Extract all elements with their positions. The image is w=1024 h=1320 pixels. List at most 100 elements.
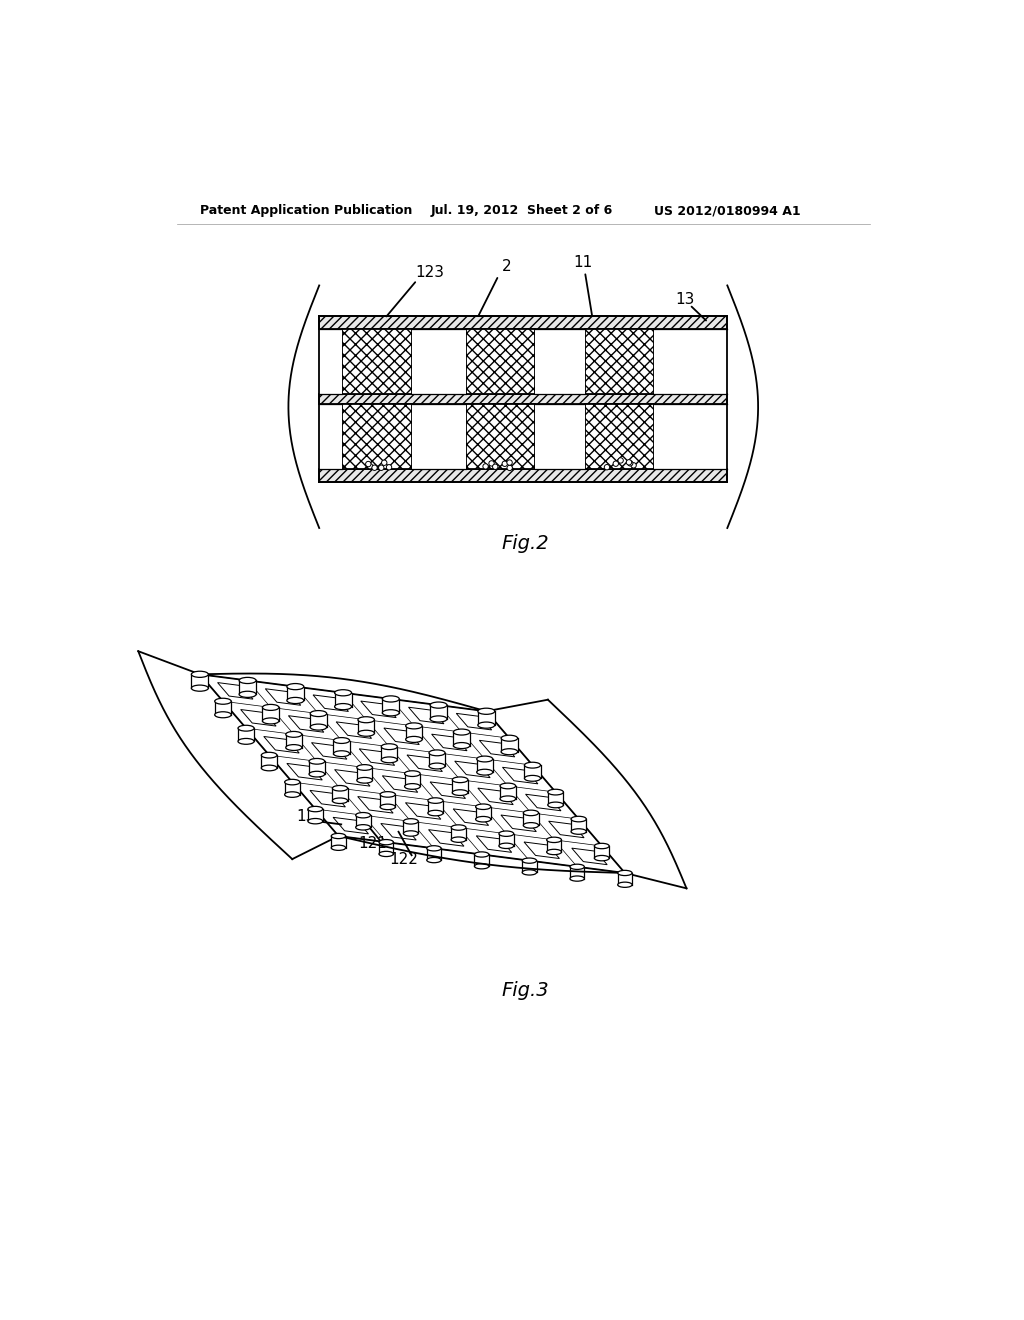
Circle shape xyxy=(627,459,632,465)
Bar xyxy=(308,809,323,821)
Circle shape xyxy=(502,461,508,466)
Bar xyxy=(430,705,447,719)
Ellipse shape xyxy=(285,792,300,797)
Ellipse shape xyxy=(477,770,493,775)
Ellipse shape xyxy=(379,840,393,845)
Ellipse shape xyxy=(286,731,302,738)
Bar xyxy=(428,800,443,813)
Ellipse shape xyxy=(335,704,351,710)
Ellipse shape xyxy=(474,851,488,857)
Polygon shape xyxy=(287,763,323,780)
Ellipse shape xyxy=(570,865,585,870)
Ellipse shape xyxy=(238,738,254,744)
Bar xyxy=(215,701,231,714)
Ellipse shape xyxy=(333,799,347,804)
Ellipse shape xyxy=(522,858,537,863)
Ellipse shape xyxy=(261,752,278,758)
Bar xyxy=(477,759,493,772)
Bar xyxy=(466,404,535,470)
Polygon shape xyxy=(313,694,348,711)
Ellipse shape xyxy=(594,843,609,849)
Ellipse shape xyxy=(475,804,490,809)
Polygon shape xyxy=(525,795,561,810)
Ellipse shape xyxy=(240,692,256,697)
Ellipse shape xyxy=(475,817,490,822)
Polygon shape xyxy=(478,788,513,805)
Text: Jul. 19, 2012  Sheet 2 of 6: Jul. 19, 2012 Sheet 2 of 6 xyxy=(431,205,613,218)
Bar xyxy=(594,846,609,858)
Bar xyxy=(452,828,466,840)
Bar xyxy=(335,693,351,706)
Ellipse shape xyxy=(358,717,375,723)
Ellipse shape xyxy=(524,762,541,768)
Polygon shape xyxy=(384,729,419,744)
Ellipse shape xyxy=(500,783,516,789)
Ellipse shape xyxy=(215,698,231,705)
Bar xyxy=(654,329,727,393)
Polygon shape xyxy=(549,821,584,838)
Polygon shape xyxy=(476,836,512,853)
Ellipse shape xyxy=(379,851,393,857)
Bar xyxy=(358,719,375,733)
Text: 13: 13 xyxy=(675,292,694,306)
Bar xyxy=(380,795,395,807)
Bar xyxy=(319,393,727,404)
Ellipse shape xyxy=(215,711,231,718)
Ellipse shape xyxy=(191,685,208,692)
Ellipse shape xyxy=(380,792,395,797)
Ellipse shape xyxy=(380,804,395,809)
Ellipse shape xyxy=(571,829,587,834)
Ellipse shape xyxy=(478,722,495,729)
Polygon shape xyxy=(406,803,441,820)
Bar xyxy=(617,873,632,884)
Circle shape xyxy=(604,465,609,470)
Bar xyxy=(548,792,563,805)
Polygon shape xyxy=(457,713,492,730)
Ellipse shape xyxy=(287,684,304,690)
Polygon shape xyxy=(357,796,393,813)
Text: Fig.2: Fig.2 xyxy=(501,533,549,553)
Bar xyxy=(310,714,327,727)
Bar xyxy=(427,849,441,861)
Polygon shape xyxy=(360,701,396,718)
Circle shape xyxy=(386,465,392,470)
Ellipse shape xyxy=(240,677,256,684)
Polygon shape xyxy=(430,781,466,799)
Ellipse shape xyxy=(403,830,418,836)
Ellipse shape xyxy=(261,766,278,771)
Ellipse shape xyxy=(499,843,514,849)
Ellipse shape xyxy=(499,832,514,837)
Ellipse shape xyxy=(430,715,447,722)
Text: US 2012/0180994 A1: US 2012/0180994 A1 xyxy=(654,205,801,218)
Bar xyxy=(475,807,490,820)
Ellipse shape xyxy=(427,846,441,851)
Ellipse shape xyxy=(452,837,466,842)
Ellipse shape xyxy=(548,803,563,808)
Text: 123: 123 xyxy=(415,265,443,280)
Ellipse shape xyxy=(333,785,347,791)
Bar xyxy=(570,867,585,879)
Ellipse shape xyxy=(191,671,208,677)
Circle shape xyxy=(483,463,488,469)
Ellipse shape xyxy=(453,777,468,783)
Circle shape xyxy=(628,461,633,466)
Bar xyxy=(334,741,349,754)
Ellipse shape xyxy=(406,737,422,742)
Ellipse shape xyxy=(310,710,327,717)
Bar xyxy=(547,840,561,851)
Ellipse shape xyxy=(501,748,518,755)
Ellipse shape xyxy=(356,777,373,783)
Polygon shape xyxy=(381,824,416,840)
Bar xyxy=(453,780,468,792)
Bar xyxy=(429,752,445,766)
Bar xyxy=(454,733,470,746)
Ellipse shape xyxy=(287,697,304,704)
Text: 11: 11 xyxy=(573,255,593,269)
Circle shape xyxy=(366,462,371,467)
Ellipse shape xyxy=(571,816,587,822)
Polygon shape xyxy=(407,755,442,771)
Ellipse shape xyxy=(501,735,518,742)
Ellipse shape xyxy=(331,845,346,850)
Ellipse shape xyxy=(382,696,399,702)
Ellipse shape xyxy=(355,825,371,830)
